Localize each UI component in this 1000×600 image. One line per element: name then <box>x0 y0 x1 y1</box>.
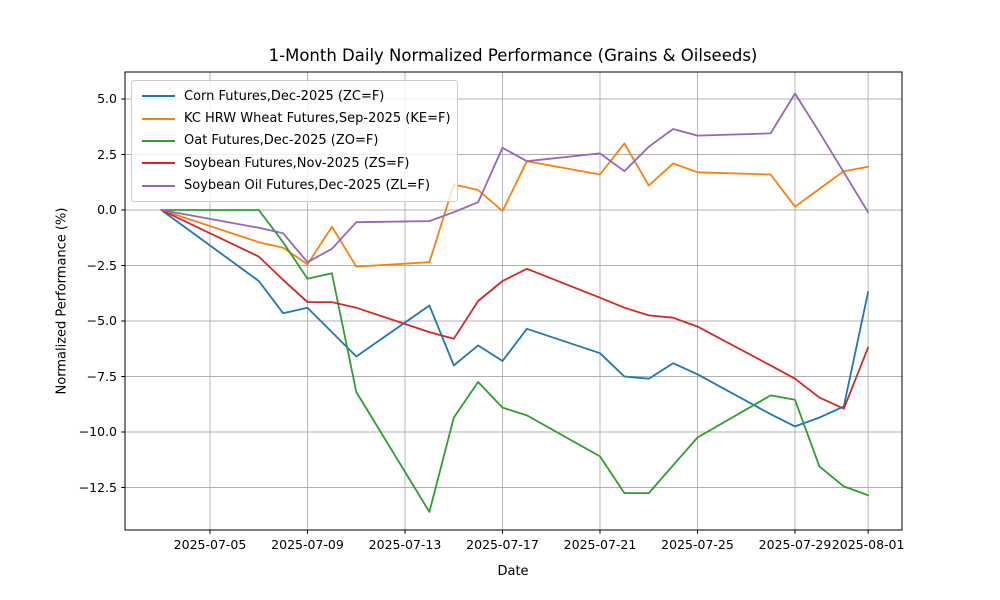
y-tick-label: −5.0 <box>86 313 117 328</box>
legend-label: Soybean Futures,Nov-2025 (ZS=F) <box>184 155 410 171</box>
legend-label: Oat Futures,Dec-2025 (ZO=F) <box>184 133 379 149</box>
series-line <box>160 209 869 410</box>
y-tick-label: 0.0 <box>97 202 117 217</box>
series-line <box>160 209 869 513</box>
x-tick-label: 2025-07-21 <box>563 537 637 552</box>
series-line <box>160 209 869 428</box>
legend-label: KC HRW Wheat Futures,Sep-2025 (KE=F) <box>184 111 451 127</box>
y-tick-label: 5.0 <box>97 91 117 106</box>
x-tick-label: 2025-07-29 <box>758 537 832 552</box>
legend-entry: KC HRW Wheat Futures,Sep-2025 (KE=F) <box>142 107 451 129</box>
legend-line-swatch <box>142 162 175 165</box>
legend-line-swatch <box>142 184 175 187</box>
legend-line-swatch <box>142 117 175 120</box>
x-tick-label: 2025-07-09 <box>271 537 344 552</box>
x-tick-label: 2025-07-17 <box>466 537 539 552</box>
y-tick-label: 2.5 <box>97 146 117 162</box>
y-tick-label: −7.5 <box>86 368 117 384</box>
x-tick-label: 2025-08-01 <box>831 537 905 552</box>
x-tick-label: 2025-07-25 <box>661 537 734 552</box>
axes-spines <box>124 71 903 531</box>
legend-label: Soybean Oil Futures,Dec-2025 (ZL=F) <box>184 178 431 194</box>
legend-line-swatch <box>142 139 175 142</box>
x-tick-label: 2025-07-13 <box>368 537 442 552</box>
y-tick-label: −2.5 <box>86 257 117 273</box>
legend-entry: Oat Futures,Dec-2025 (ZO=F) <box>142 130 449 152</box>
chart-title: 1-Month Daily Normalized Performance (Gr… <box>268 46 758 65</box>
legend-line-swatch <box>142 95 175 98</box>
legend-entry: Corn Futures,Dec-2025 (ZC=F) <box>142 85 449 107</box>
series-line <box>160 92 869 264</box>
y-axis-label: Normalized Performance (%) <box>54 207 70 395</box>
legend: Corn Futures,Dec-2025 (ZC=F) KC HRW Wheat… <box>131 80 458 202</box>
x-axis-label: Date <box>497 564 529 579</box>
x-tick-label: 2025-07-05 <box>173 537 247 552</box>
y-tick-label: −12.5 <box>78 479 117 495</box>
y-tick-label: −10.0 <box>78 424 117 439</box>
legend-entry: Soybean Oil Futures,Dec-2025 (ZL=F) <box>142 175 449 197</box>
legend-label: Corn Futures,Dec-2025 (ZC=F) <box>184 88 385 104</box>
legend-entry: Soybean Futures,Nov-2025 (ZS=F) <box>142 152 449 174</box>
